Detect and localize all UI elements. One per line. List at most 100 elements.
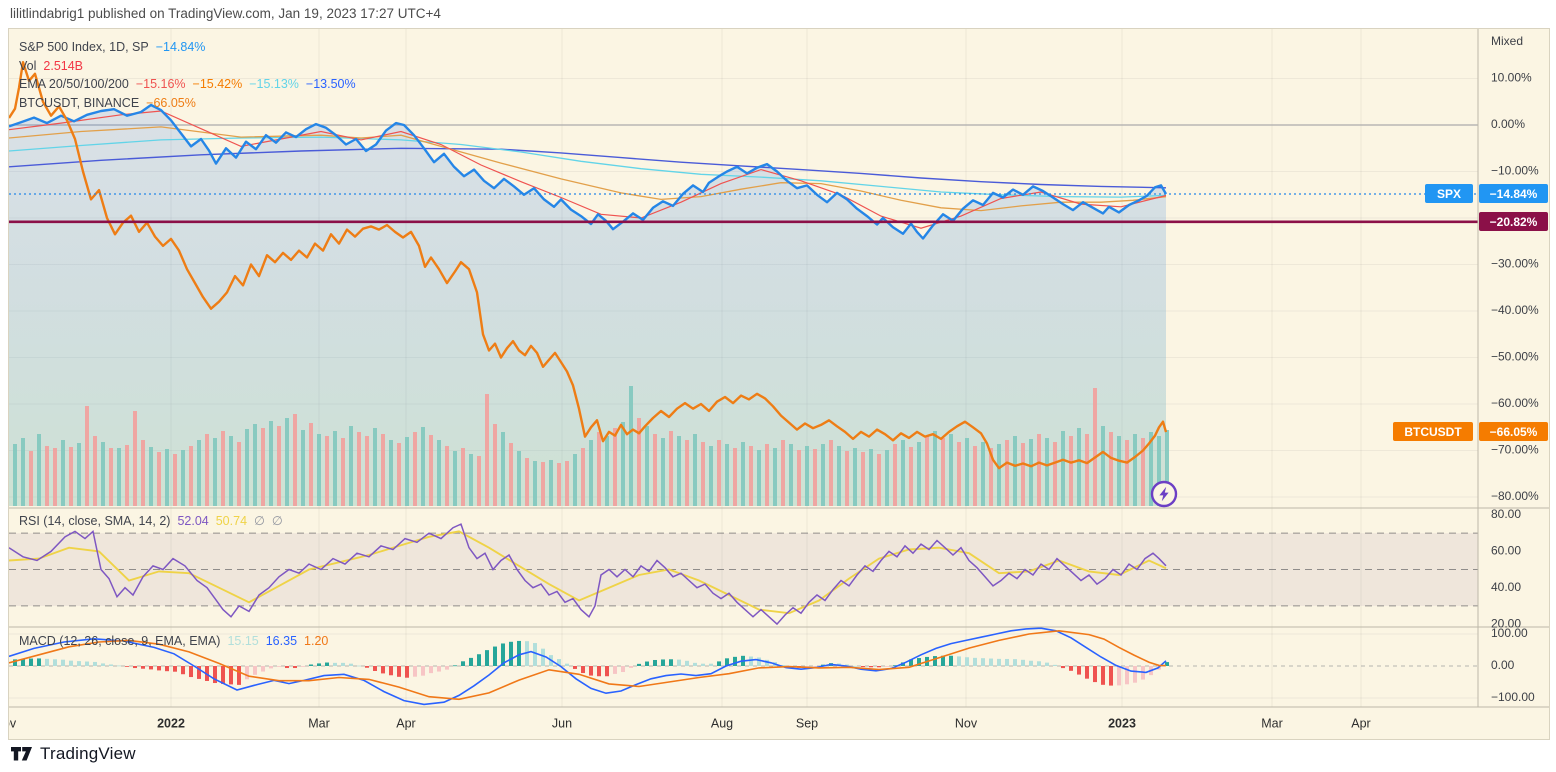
boost-lightning-icon[interactable] <box>1150 480 1178 513</box>
btc-series-badge[interactable]: BTCUSDT <box>1393 422 1473 441</box>
time-axis-label[interactable]: Aug <box>711 716 733 730</box>
price-axis-tick[interactable]: 0.00% <box>1491 117 1525 131</box>
macd-histogram-bar <box>749 656 753 666</box>
macd-histogram-bar <box>669 659 673 666</box>
rsi-sma-line <box>9 530 1167 615</box>
macd-histogram-bar <box>61 659 65 666</box>
time-axis-label[interactable]: 2023 <box>1108 716 1136 730</box>
legend-row-btc[interactable]: BTCUSDT, BINANCE −66.05% <box>19 96 356 110</box>
macd-signal-line <box>9 629 1167 701</box>
price-axis-tick[interactable]: −30.00% <box>1491 257 1539 271</box>
legend-macd-label: MACD (12, 26, close, 9, EMA, EMA) <box>19 634 221 648</box>
rsi-axis-tick[interactable]: 60.00 <box>1491 544 1521 558</box>
legend-row-volume[interactable]: Vol 2.514B <box>19 59 356 73</box>
macd-histogram-bar <box>237 666 241 685</box>
time-axis-label[interactable]: Apr <box>1351 716 1370 730</box>
price-axis-tick[interactable]: −60.00% <box>1491 396 1539 410</box>
rsi-axis-tick[interactable]: 40.00 <box>1491 580 1521 594</box>
macd-histogram-bar <box>453 665 457 667</box>
volume-bar <box>597 432 601 506</box>
macd-histogram-bar <box>1093 666 1097 683</box>
macd-histogram-bar <box>69 660 73 666</box>
price-axis-tick[interactable]: −10.00% <box>1491 164 1539 178</box>
macd-axis-tick[interactable]: 0.00 <box>1491 658 1515 672</box>
time-axis-label[interactable]: Nov <box>9 716 17 730</box>
volume-bar <box>637 418 641 506</box>
volume-bar <box>1021 443 1025 506</box>
macd-histogram-bar <box>45 658 49 666</box>
price-axis-tick[interactable]: 10.00% <box>1491 71 1532 85</box>
volume-bar <box>197 440 201 506</box>
time-axis-label[interactable]: Apr <box>396 716 415 730</box>
volume-bar <box>725 444 729 506</box>
macd-histogram-bar <box>629 666 633 668</box>
volume-bar <box>693 434 697 506</box>
macd-histogram-bar <box>757 657 761 666</box>
legend-vol-value: 2.514B <box>43 58 84 73</box>
price-axis-tick[interactable]: −40.00% <box>1491 303 1539 317</box>
macd-histogram-bar <box>317 663 321 666</box>
volume-bar <box>965 438 969 506</box>
volume-bar <box>13 444 17 506</box>
time-axis-label[interactable]: 2022 <box>157 716 185 730</box>
macd-histogram-bar <box>1109 666 1113 686</box>
tradingview-footer-link[interactable]: TradingView <box>10 744 136 764</box>
spx-series-badge[interactable]: SPX <box>1425 184 1473 203</box>
volume-bar <box>605 436 609 506</box>
main-legend: S&P 500 Index, 1D, SP −14.84% Vol 2.514B… <box>19 40 356 110</box>
rsi-axis-tick[interactable]: 20.00 <box>1491 616 1521 630</box>
volume-bar <box>997 444 1001 506</box>
macd-histogram-bar <box>869 666 873 668</box>
macd-histogram-bar <box>941 655 945 666</box>
volume-bar <box>149 447 153 506</box>
macd-histogram-bar <box>1005 658 1009 666</box>
ema200-line <box>9 147 1167 189</box>
time-axis-label[interactable]: Nov <box>955 716 978 730</box>
macd-axis-tick[interactable]: 100.00 <box>1491 626 1528 640</box>
volume-bar <box>357 432 361 506</box>
macd-histogram-bar <box>1069 666 1073 671</box>
macd-histogram-bar <box>309 664 313 666</box>
macd-line <box>9 627 1167 706</box>
time-axis-label[interactable]: Jun <box>552 716 572 730</box>
volume-bar <box>941 438 945 506</box>
macd-histogram-bar <box>877 666 881 668</box>
chart-canvas[interactable]: Mixed 10.00% 0.00% −10.00% −30.00% −40.00% −50… <box>9 29 1549 739</box>
legend-row-ema[interactable]: EMA 20/50/100/200 −15.16% −15.42% −15.13… <box>19 77 356 91</box>
macd-histogram-bar <box>813 666 817 667</box>
time-axis-label[interactable]: Sep <box>796 716 818 730</box>
volume-bar <box>437 440 441 506</box>
scale-mode-label[interactable]: Mixed <box>1491 34 1523 48</box>
rsi-axis-tick[interactable]: 80.00 <box>1491 507 1521 521</box>
price-axis-tick[interactable]: −80.00% <box>1491 489 1539 503</box>
legend-btc-label: BTCUSDT, BINANCE <box>19 95 140 110</box>
volume-bar <box>413 432 417 506</box>
volume-bar <box>877 454 881 506</box>
macd-histogram-bar <box>765 659 769 666</box>
macd-histogram-bar <box>229 666 233 685</box>
macd-histogram-bar <box>661 659 665 666</box>
volume-bar <box>525 458 529 506</box>
macd-axis-tick[interactable]: −100.00 <box>1491 690 1535 704</box>
macd-histogram-bar <box>517 640 521 666</box>
level-price-badge[interactable]: −20.82% <box>1479 212 1548 231</box>
spx-price-badge[interactable]: −14.84% <box>1479 184 1548 203</box>
macd-histogram-bar <box>141 666 145 669</box>
macd-histogram-bar <box>1125 666 1129 685</box>
macd-histogram-bar <box>485 650 489 666</box>
btc-price-badge[interactable]: −66.05% <box>1479 422 1548 441</box>
macd-histogram-bar <box>101 663 105 666</box>
macd-histogram-bar <box>973 657 977 666</box>
macd-histogram-bar <box>981 658 985 666</box>
legend-row-macd[interactable]: MACD (12, 26, close, 9, EMA, EMA) 15.15 … <box>19 634 328 648</box>
time-axis-label[interactable]: Mar <box>308 716 330 730</box>
rsi-legend: RSI (14, close, SMA, 14, 2) 52.04 50.74 … <box>19 513 283 528</box>
legend-row-spx[interactable]: S&P 500 Index, 1D, SP −14.84% <box>19 40 356 54</box>
price-axis-tick[interactable]: −70.00% <box>1491 443 1539 457</box>
volume-bar <box>85 406 89 506</box>
price-axis-tick[interactable]: −50.00% <box>1491 350 1539 364</box>
time-axis-label[interactable]: Mar <box>1261 716 1283 730</box>
macd-histogram-bar <box>845 664 849 666</box>
volume-bar <box>373 428 377 506</box>
legend-row-rsi[interactable]: RSI (14, close, SMA, 14, 2) 52.04 50.74 … <box>19 513 283 528</box>
